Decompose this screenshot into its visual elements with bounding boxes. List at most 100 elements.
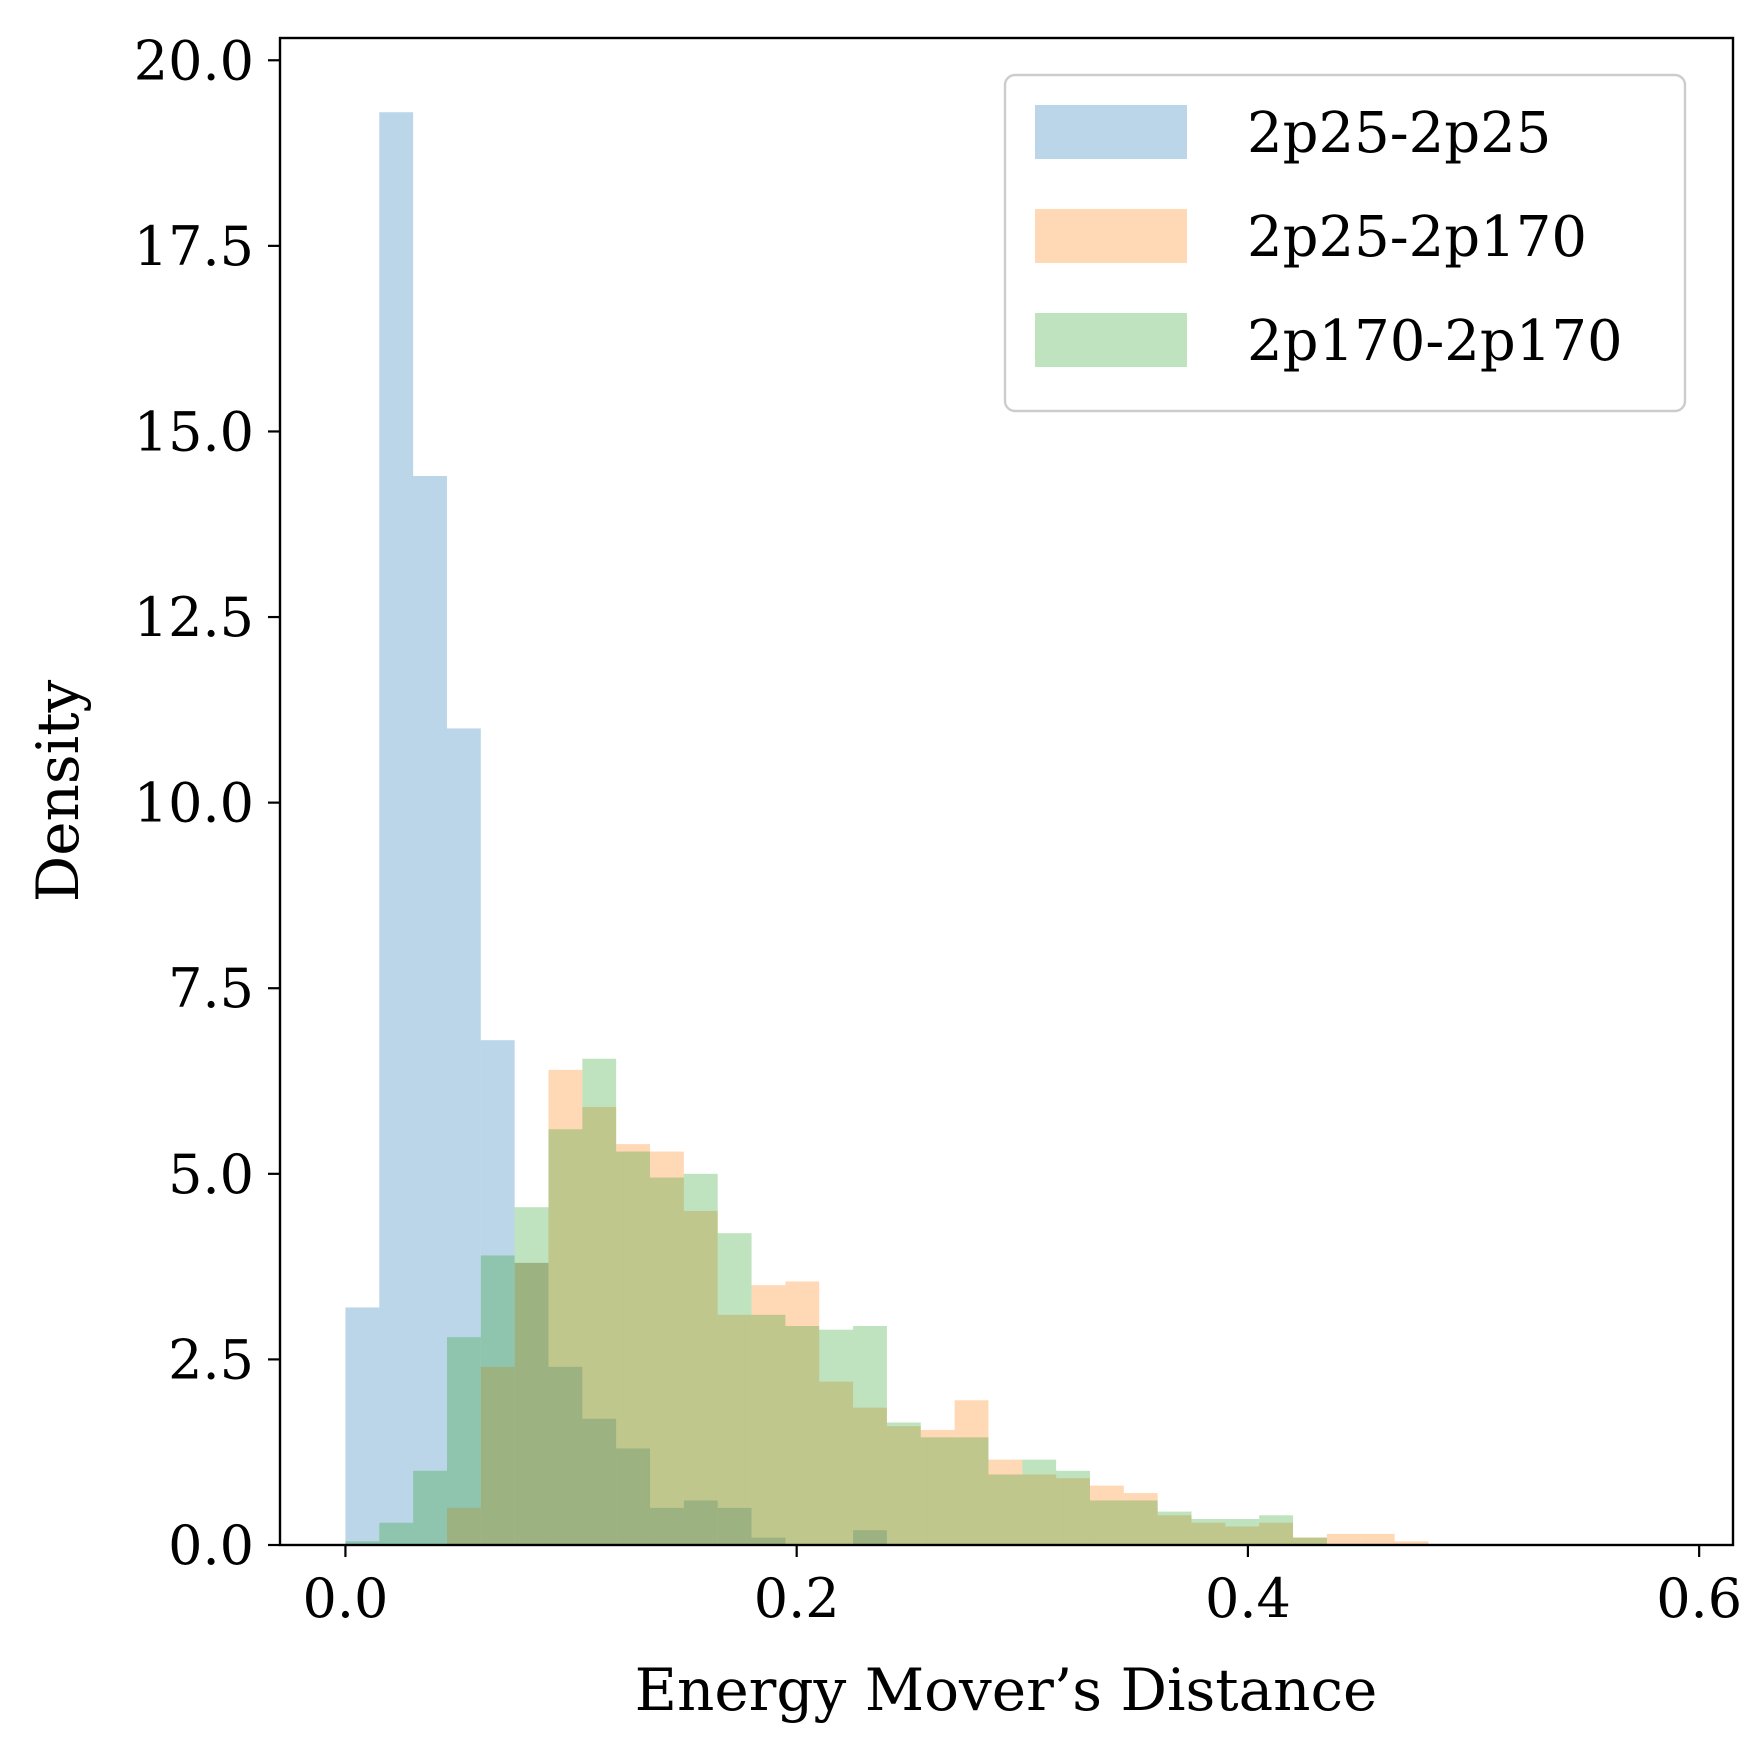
y-tick-label: 15.0 <box>134 400 254 463</box>
histogram-bar <box>616 1151 651 1545</box>
histogram-bar <box>853 1326 887 1545</box>
y-tick-label: 12.5 <box>134 586 254 649</box>
histogram-bar <box>582 1107 617 1545</box>
histogram-bar <box>920 1437 955 1545</box>
histogram-bar <box>1157 1511 1192 1545</box>
histogram-bar <box>1360 1533 1395 1545</box>
histogram-bar <box>717 1507 752 1545</box>
histogram-bar <box>1225 1519 1260 1545</box>
histogram-bar <box>988 1459 1023 1545</box>
histogram-bar <box>751 1285 786 1545</box>
histogram-bar <box>1394 1541 1429 1545</box>
histogram-bar <box>345 1307 380 1545</box>
legend-swatch <box>1035 209 1187 263</box>
histogram-bar <box>379 112 414 1545</box>
histogram-bar <box>683 1173 718 1545</box>
histogram-bar <box>1089 1485 1124 1545</box>
x-tick-label: 0.4 <box>1205 1567 1291 1630</box>
y-tick-label: 2.5 <box>168 1328 254 1391</box>
histogram-bar <box>345 1541 380 1545</box>
histogram-bar <box>446 728 481 1545</box>
histogram-bar <box>785 1281 820 1545</box>
histogram-bar <box>582 1418 617 1545</box>
histogram-bar <box>650 1507 684 1545</box>
histogram-bar <box>853 1530 887 1545</box>
histogram-bar <box>717 1314 752 1545</box>
histogram-bar <box>920 1429 955 1545</box>
plot-frame <box>278 36 1735 1547</box>
histogram-bar <box>954 1437 989 1545</box>
histogram-bar <box>514 1262 549 1545</box>
histogram-bar <box>1293 1537 1327 1545</box>
histogram-bar <box>650 1177 684 1545</box>
histogram-bar <box>1123 1500 1158 1545</box>
histogram-bar <box>1022 1474 1057 1545</box>
histogram-bar <box>1191 1522 1226 1545</box>
histogram-bar <box>988 1474 1023 1545</box>
y-axis: 0.0 2.5 5.0 7.5 10.0 12.5 15.0 17.5 20.0 <box>134 29 280 1577</box>
legend-label: 2p170-2p170 <box>1247 309 1623 374</box>
y-tick-label: 10.0 <box>134 772 254 835</box>
histogram-bar <box>751 1314 786 1545</box>
x-axis-label: Energy Mover’s Distance <box>635 1656 1378 1724</box>
histogram-bar <box>683 1210 718 1545</box>
histogram-bar <box>1326 1533 1361 1545</box>
histogram-bar <box>1259 1522 1294 1545</box>
y-tick-label: 7.5 <box>168 957 254 1020</box>
histogram-bar <box>446 1337 481 1545</box>
x-tick-label: 0.2 <box>754 1567 840 1630</box>
histogram-bar <box>514 1262 549 1545</box>
histogram-bar <box>853 1407 887 1545</box>
histogram-bar <box>1056 1478 1090 1545</box>
histogram-bar <box>717 1233 752 1545</box>
histogram-bar <box>480 1255 515 1545</box>
histogram-bar <box>413 1470 447 1545</box>
histogram-bar <box>886 1426 921 1545</box>
histogram-bar <box>582 1058 617 1545</box>
histogram-bar <box>751 1537 786 1545</box>
histogram-bar <box>1123 1493 1158 1545</box>
y-tick-label: 17.5 <box>134 215 254 278</box>
histogram-bar <box>683 1500 718 1545</box>
histogram-bar <box>616 1144 651 1545</box>
histogram-bar <box>413 475 447 1545</box>
legend-label: 2p25-2p170 <box>1247 205 1587 270</box>
x-tick-label: 0.0 <box>302 1567 388 1630</box>
histogram-bar <box>819 1381 854 1545</box>
histogram-bar <box>1056 1470 1090 1545</box>
histogram-bar <box>548 1366 583 1545</box>
histogram-bar <box>480 1040 515 1545</box>
histogram-bar <box>785 1326 820 1545</box>
legend-label: 2p25-2p25 <box>1247 101 1551 166</box>
legend-box <box>1003 73 1687 413</box>
y-axis-label: Density <box>24 679 92 902</box>
histogram-bar <box>616 1448 651 1545</box>
histogram-bar <box>379 1522 414 1545</box>
histogram-bar <box>954 1400 989 1545</box>
series-2p25-2p25-bars <box>345 112 887 1545</box>
histogram-bar <box>446 1507 481 1545</box>
histogram-bar <box>1089 1500 1124 1545</box>
series-2p170-2p170-bars <box>345 1058 1327 1545</box>
y-tick-label: 0.0 <box>168 1514 254 1577</box>
histogram-bar <box>1259 1515 1294 1545</box>
y-tick-label: 5.0 <box>168 1143 254 1206</box>
legend-swatch <box>1035 313 1187 367</box>
histogram-bar <box>1157 1515 1192 1545</box>
histogram-bar <box>886 1422 921 1545</box>
histogram-bar <box>819 1329 854 1545</box>
x-tick-label: 0.6 <box>1656 1567 1742 1630</box>
histogram-bar <box>650 1151 684 1545</box>
histogram-bar <box>514 1207 549 1545</box>
y-tick-label: 20.0 <box>134 29 254 92</box>
histogram-bar <box>1293 1537 1327 1545</box>
histogram-bar <box>1225 1526 1260 1545</box>
histogram-bar <box>1191 1519 1226 1545</box>
histogram-bar <box>548 1069 583 1545</box>
legend: 2p25-2p25 2p25-2p170 2p170-2p170 <box>1003 73 1687 413</box>
histogram-bar <box>480 1366 515 1545</box>
histogram-bars <box>345 112 1429 1545</box>
series-2p25-2p170-bars <box>446 1069 1429 1545</box>
histogram-bar <box>548 1129 583 1545</box>
